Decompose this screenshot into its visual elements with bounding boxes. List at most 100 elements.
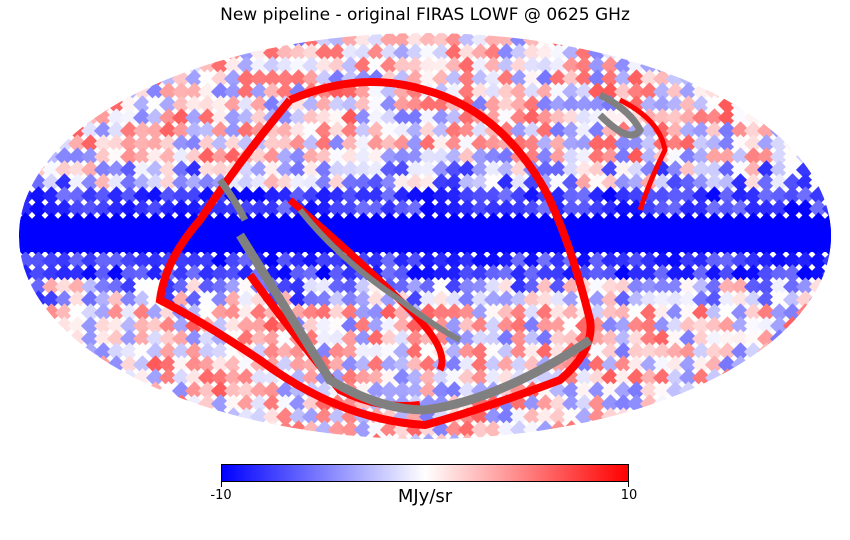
sky-pixel — [535, 251, 556, 271]
sky-pixel — [691, 303, 712, 323]
sky-pixel — [496, 329, 517, 349]
sky-pixel — [184, 290, 205, 310]
sky-pixel — [587, 342, 608, 362]
sky-pixel — [795, 251, 816, 271]
sky-pixel — [145, 121, 166, 141]
sky-pixel — [626, 329, 647, 349]
sky-pixel — [691, 173, 712, 193]
sky-pixel — [691, 199, 712, 219]
sky-pixel — [184, 173, 205, 193]
sky-pixel — [184, 277, 205, 297]
sky-pixel — [691, 342, 712, 362]
sky-pixel — [210, 121, 231, 141]
sky-pixel — [197, 108, 218, 128]
sky-pixel — [652, 303, 673, 323]
sky-pixel — [223, 56, 244, 76]
sky-pixel — [262, 173, 283, 193]
colorbar-tick-max — [628, 482, 629, 487]
sky-pixel — [93, 303, 114, 323]
sky-pixel — [275, 134, 296, 154]
sky-pixel — [210, 95, 231, 115]
sky-pixel — [535, 108, 556, 128]
sky-pixel — [249, 381, 270, 401]
sky-pixel — [80, 251, 101, 271]
sky-pixel — [197, 134, 218, 154]
sky-pixel — [821, 186, 831, 206]
sky-pixel — [210, 303, 231, 323]
sky-pixel — [379, 316, 400, 336]
sky-pixel — [483, 368, 504, 388]
sky-pixel — [301, 147, 322, 167]
sky-pixel — [652, 355, 673, 375]
sky-pixel — [522, 290, 543, 310]
sky-pixel — [522, 82, 543, 102]
sky-pixel — [197, 147, 218, 167]
sky-pixel — [236, 56, 257, 76]
sky-pixel — [639, 303, 660, 323]
sky-pixel — [678, 264, 699, 284]
sky-pixel — [158, 108, 179, 128]
sky-pixel — [444, 134, 465, 154]
sky-pixel — [652, 199, 673, 219]
sky-pixel — [184, 355, 205, 375]
sky-pixel — [782, 199, 803, 219]
sky-pixel — [366, 160, 387, 180]
sky-pixel — [262, 251, 283, 271]
sky-pixel — [327, 316, 348, 336]
sky-pixel — [626, 264, 647, 284]
sky-pixel — [704, 290, 725, 310]
sky-pixel — [262, 342, 283, 362]
sky-pixel — [444, 433, 465, 439]
sky-pixel — [535, 147, 556, 167]
sky-pixel — [678, 368, 699, 388]
sky-pixel — [158, 82, 179, 102]
sky-pixel — [821, 251, 831, 271]
sky-pixel — [730, 108, 751, 128]
sky-pixel — [613, 134, 634, 154]
sky-pixel — [704, 368, 725, 388]
sky-pixel — [197, 290, 218, 310]
sky-pixel — [600, 381, 621, 401]
sky-pixel — [418, 264, 439, 284]
sky-pixel — [561, 394, 582, 414]
sky-pixel — [132, 355, 153, 375]
sky-pixel — [301, 186, 322, 206]
sky-pixel — [353, 186, 374, 206]
colorbar-unit: MJy/sr — [397, 486, 453, 507]
sky-pixel — [249, 173, 270, 193]
sky-pixel — [574, 251, 595, 271]
sky-pixel — [327, 186, 348, 206]
galactic-plane-band — [19, 220, 831, 252]
red-stripe — [155, 78, 595, 430]
sky-pixel — [327, 173, 348, 193]
sky-pixel — [366, 290, 387, 310]
sky-pixel — [561, 420, 582, 439]
sky-pixel — [483, 303, 504, 323]
sky-pixel — [496, 316, 517, 336]
sky-pixel — [665, 82, 686, 102]
sky-pixel — [210, 199, 231, 219]
sky-pixel — [379, 134, 400, 154]
colorbar — [221, 464, 629, 482]
sky-pixel — [340, 303, 361, 323]
sky-pixel — [639, 316, 660, 336]
sky-pixel — [587, 199, 608, 219]
sky-pixel — [132, 160, 153, 180]
sky-pixel — [483, 329, 504, 349]
sky-pixel — [470, 173, 491, 193]
sky-pixel — [561, 108, 582, 128]
sky-pixel — [171, 95, 192, 115]
sky-pixel — [106, 303, 127, 323]
sky-pixel — [327, 342, 348, 362]
sky-pixel — [691, 251, 712, 271]
sky-pixel — [132, 173, 153, 193]
sky-pixel — [119, 147, 140, 167]
sky-pixel — [574, 134, 595, 154]
sky-pixel — [340, 342, 361, 362]
sky-pixel — [496, 173, 517, 193]
sky-pixel — [665, 264, 686, 284]
sky-pixel — [665, 355, 686, 375]
sky-pixel — [769, 186, 790, 206]
sky-pixel — [67, 173, 88, 193]
sky-pixel — [821, 264, 831, 284]
